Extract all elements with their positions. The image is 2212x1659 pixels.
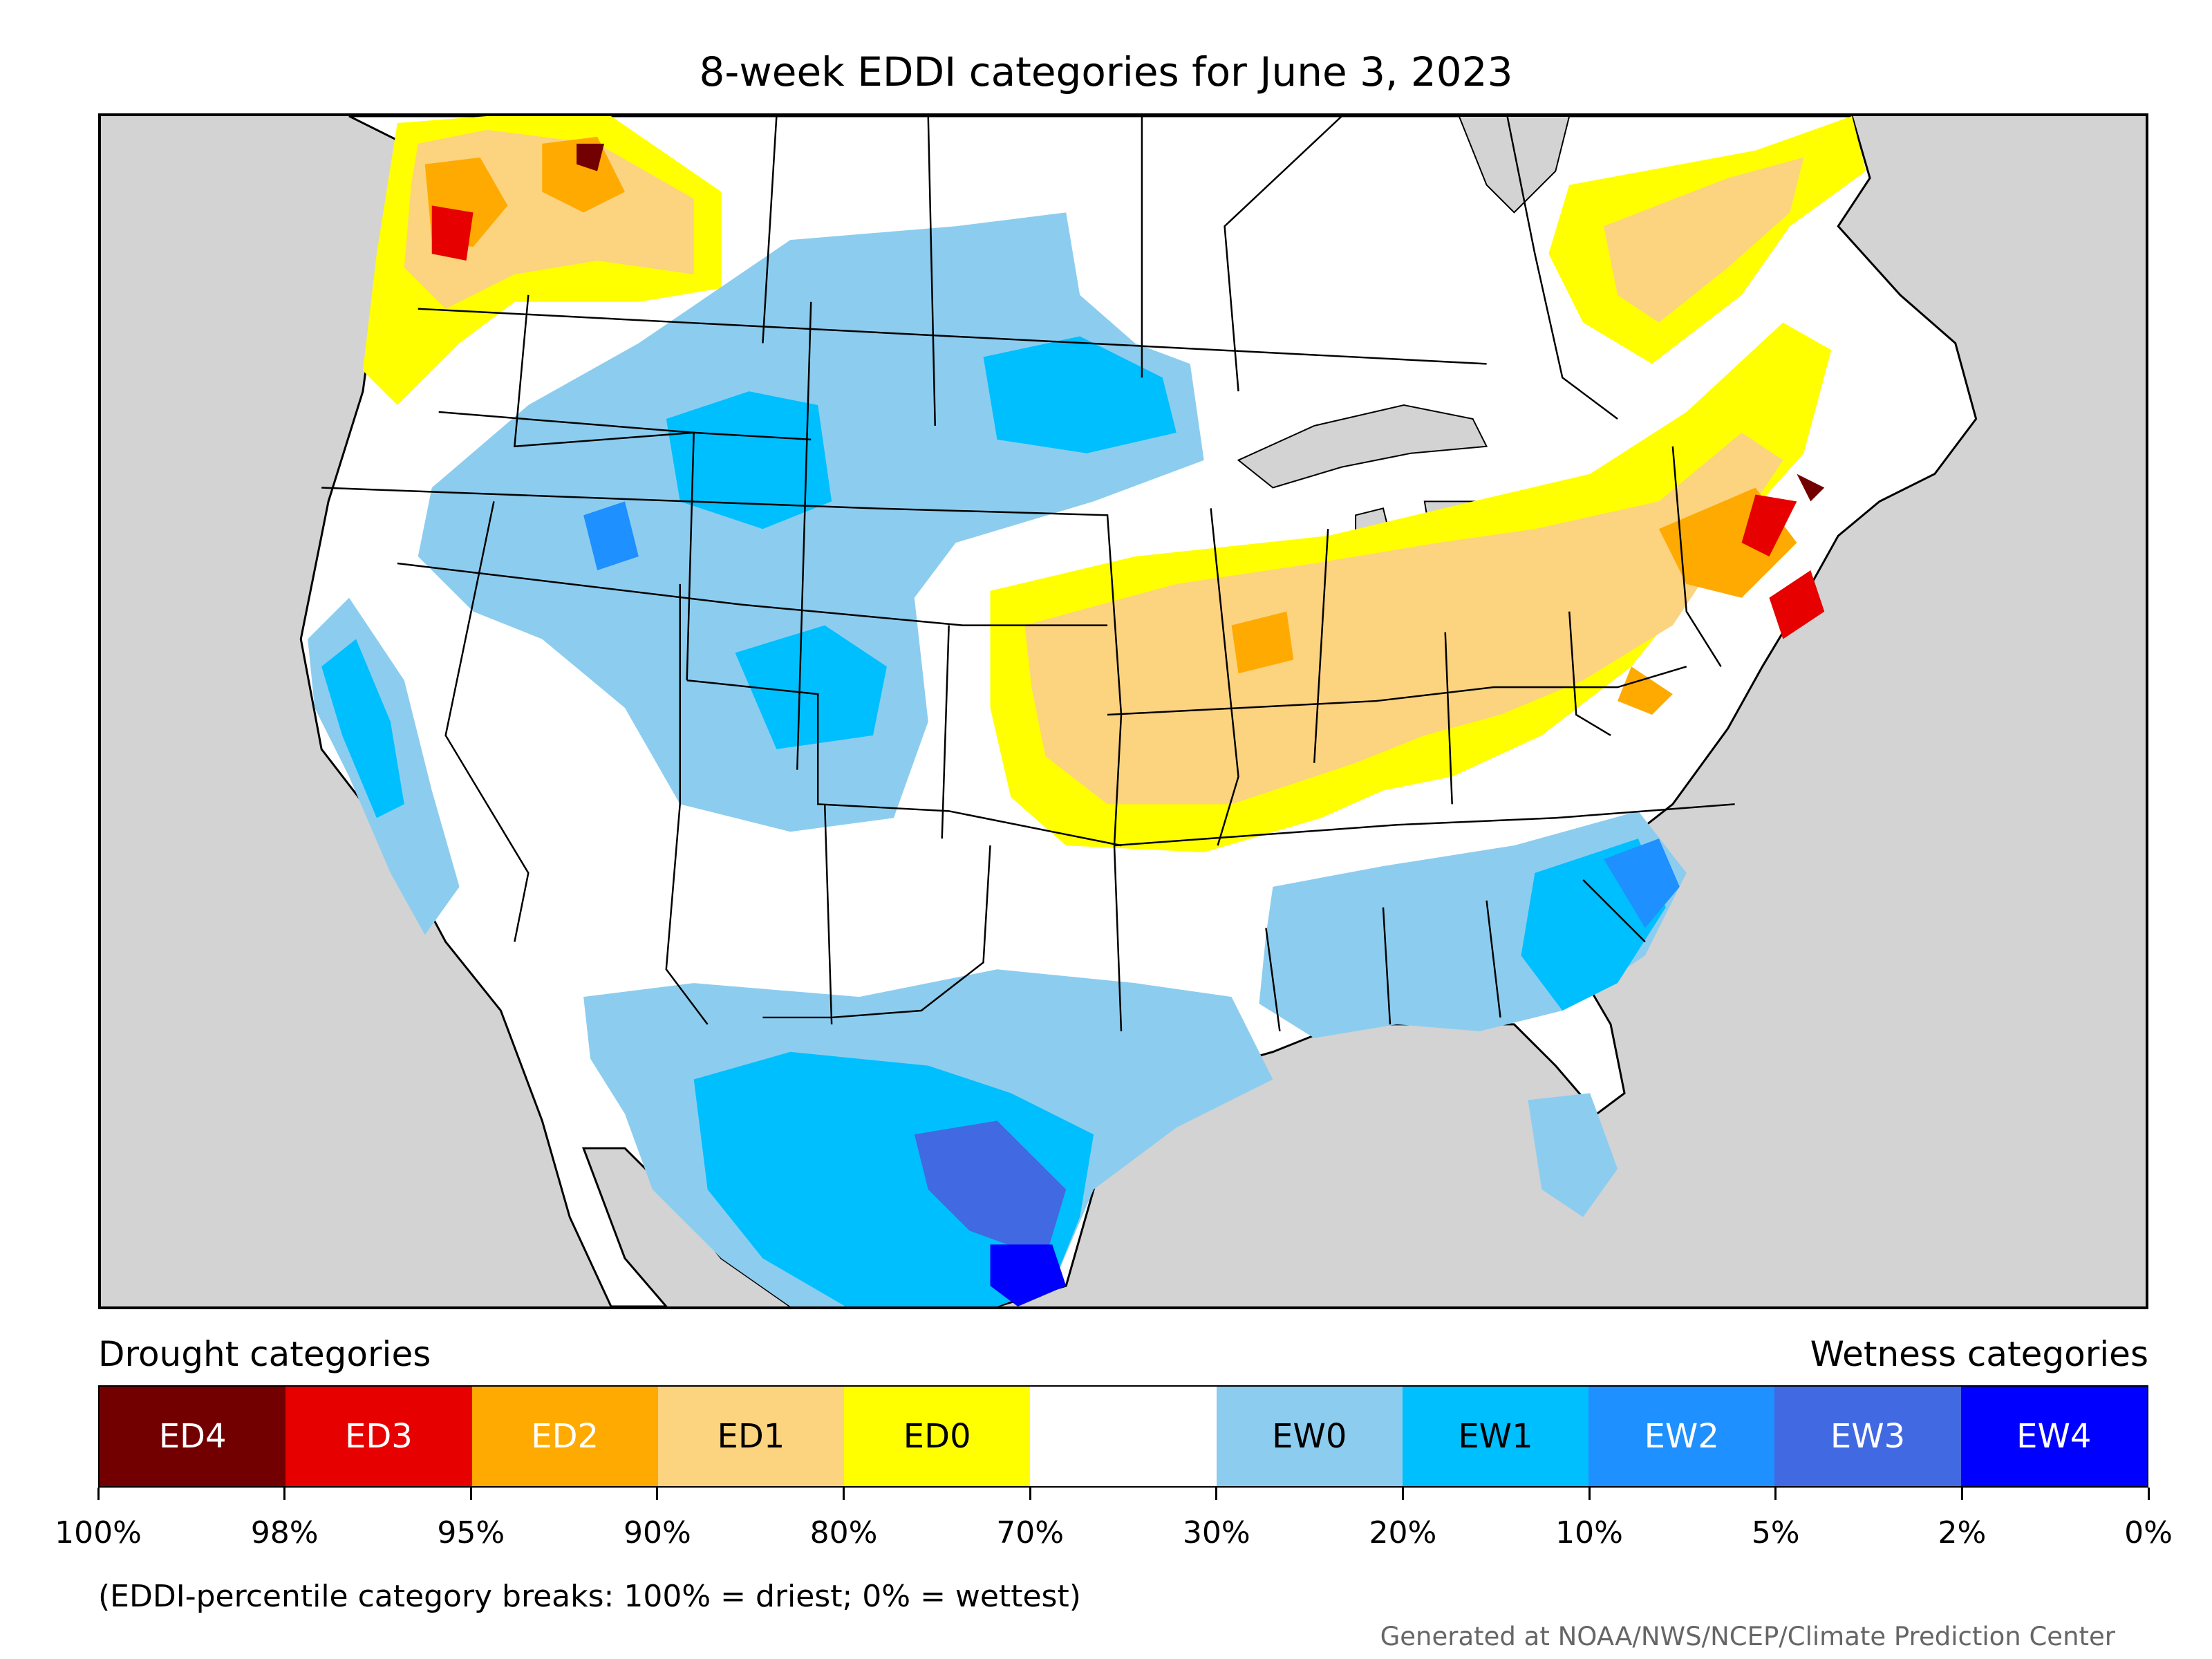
category-ed3: ED3	[285, 1387, 472, 1486]
colorbar-tick	[656, 1488, 659, 1500]
tick-label: 20%	[1369, 1515, 1437, 1550]
category-ew1: EW1	[1402, 1387, 1589, 1486]
drought-categories-heading: Drought categories	[98, 1334, 431, 1374]
category-colorbar: ED4 ED3 ED2 ED1 ED0 EW0 EW1 EW2 EW3 EW4	[98, 1385, 2148, 1488]
category-ew2: EW2	[1588, 1387, 1775, 1486]
tick-label: 30%	[1182, 1515, 1250, 1550]
colorbar-ticks	[97, 1488, 2150, 1501]
tick-label: 98%	[250, 1515, 319, 1550]
colorbar-tick	[843, 1488, 845, 1500]
tick-label: 70%	[996, 1515, 1065, 1550]
percentile-note: (EDDI-percentile category breaks: 100% =…	[98, 1579, 1081, 1614]
lake-superior	[1237, 404, 1488, 489]
category-ed1: ED1	[657, 1387, 845, 1486]
wetness-categories-heading: Wetness categories	[1810, 1334, 2148, 1374]
colorbar-tick	[1401, 1488, 1404, 1500]
colorbar-tick	[1960, 1488, 1963, 1500]
category-ew0: EW0	[1216, 1387, 1403, 1486]
tick-label: 95%	[437, 1515, 505, 1550]
tick-label: 5%	[1751, 1515, 1800, 1550]
category-ew4: EW4	[1960, 1387, 2147, 1486]
colorbar-tick	[1029, 1488, 1031, 1500]
wetness-areas	[308, 212, 1687, 1306]
colorbar-tick	[469, 1488, 472, 1500]
credit-line: Generated at NOAA/NWS/NCEP/Climate Predi…	[1380, 1622, 2115, 1651]
category-ed4: ED4	[100, 1387, 286, 1486]
tick-label: 0%	[2124, 1515, 2173, 1550]
eddi-map	[98, 113, 2148, 1309]
tick-label: 10%	[1555, 1515, 1623, 1550]
colorbar-tick	[1588, 1488, 1591, 1500]
tick-label: 80%	[809, 1515, 878, 1550]
category-normal	[1030, 1387, 1217, 1486]
colorbar-tick	[97, 1488, 100, 1500]
category-ed2: ED2	[471, 1387, 658, 1486]
map-canvas	[299, 116, 1978, 1306]
political-boundaries	[321, 116, 1735, 1032]
tick-label: 90%	[624, 1515, 691, 1550]
colorbar-tick	[283, 1488, 286, 1500]
map-title: 8-week EDDI categories for June 3, 2023	[699, 48, 1513, 95]
hudson-bay	[1458, 116, 1571, 214]
colorbar-tick	[2147, 1488, 2150, 1500]
tick-label: 100%	[55, 1515, 142, 1550]
drought-areas	[362, 116, 1866, 853]
colorbar-tick	[1774, 1488, 1777, 1500]
tick-label: 2%	[1938, 1515, 1987, 1550]
colorbar-tick	[1215, 1488, 1218, 1500]
category-ed0: ED0	[844, 1387, 1031, 1486]
category-ew3: EW3	[1774, 1387, 1961, 1486]
